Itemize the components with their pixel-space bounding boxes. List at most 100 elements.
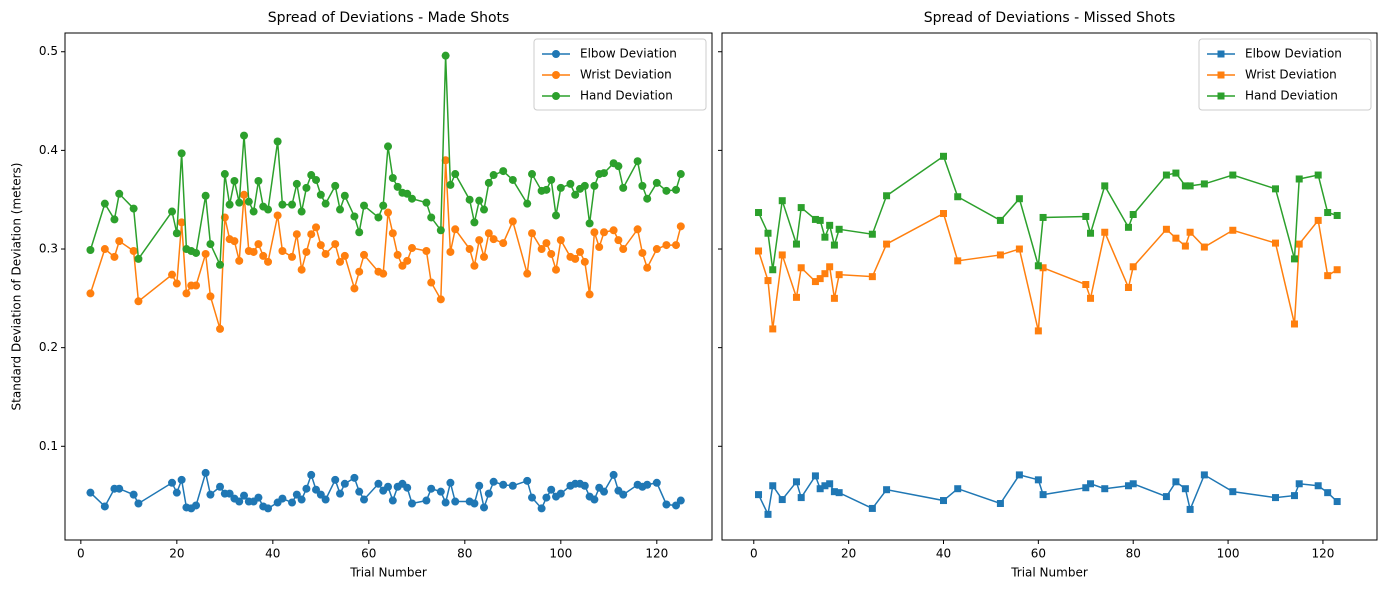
y-tick-label: 0.4	[39, 143, 58, 157]
marker	[672, 501, 681, 510]
x-tick-label: 120	[645, 547, 668, 561]
marker	[321, 199, 330, 208]
marker	[302, 183, 311, 192]
marker	[307, 470, 316, 479]
marker	[288, 252, 297, 261]
marker	[797, 264, 805, 272]
marker	[129, 204, 138, 213]
marker	[821, 270, 829, 278]
marker	[1229, 171, 1237, 179]
marker	[954, 485, 962, 493]
marker	[619, 245, 628, 254]
marker	[360, 250, 369, 259]
marker	[350, 284, 359, 293]
marker	[480, 252, 489, 261]
marker	[115, 237, 124, 246]
marker	[484, 229, 493, 238]
marker	[1129, 263, 1137, 271]
marker	[484, 489, 493, 498]
marker	[235, 198, 244, 207]
marker	[264, 504, 273, 513]
marker	[571, 254, 580, 263]
marker	[1172, 234, 1180, 242]
marker	[816, 485, 824, 493]
marker	[388, 173, 397, 182]
marker	[408, 499, 417, 508]
marker	[868, 230, 876, 238]
marker	[1290, 320, 1298, 328]
marker	[552, 265, 561, 274]
marker	[220, 170, 229, 179]
marker	[254, 240, 263, 249]
marker	[292, 230, 301, 239]
marker	[235, 256, 244, 265]
marker	[662, 241, 671, 250]
marker	[379, 269, 388, 278]
marker	[206, 292, 215, 301]
marker	[1172, 169, 1180, 177]
marker	[676, 222, 685, 231]
marker	[1272, 239, 1280, 247]
marker	[336, 489, 345, 498]
marker	[1181, 242, 1189, 250]
marker	[1272, 185, 1280, 193]
marker	[244, 197, 253, 206]
marker	[336, 257, 345, 266]
marker	[1162, 171, 1170, 179]
marker	[811, 215, 819, 223]
marker	[826, 221, 834, 229]
marker	[764, 510, 772, 518]
marker	[336, 205, 345, 214]
marker	[508, 217, 517, 226]
marker	[100, 502, 109, 511]
marker	[216, 260, 225, 269]
marker	[350, 473, 359, 482]
marker	[360, 201, 369, 210]
marker	[465, 245, 474, 254]
marker	[1124, 482, 1132, 490]
legend-marker	[1217, 92, 1225, 100]
marker	[662, 500, 671, 509]
marker	[614, 162, 623, 171]
marker	[1314, 216, 1322, 224]
marker	[1162, 225, 1170, 233]
marker	[427, 213, 436, 222]
marker	[86, 488, 95, 497]
marker	[177, 149, 186, 158]
marker	[499, 480, 508, 489]
marker	[225, 489, 234, 498]
marker	[201, 468, 210, 477]
marker	[201, 191, 210, 200]
marker	[408, 244, 417, 253]
marker	[475, 196, 484, 205]
marker	[206, 490, 215, 499]
marker	[552, 211, 561, 220]
marker	[1015, 471, 1023, 479]
marker	[307, 171, 316, 180]
axes-frame	[64, 32, 713, 541]
marker	[350, 212, 359, 221]
marker	[580, 181, 589, 190]
marker	[835, 271, 843, 279]
marker	[508, 175, 517, 184]
marker	[134, 297, 143, 306]
marker	[240, 190, 249, 199]
marker	[264, 257, 273, 266]
marker	[835, 225, 843, 233]
marker	[797, 494, 805, 502]
marker	[547, 249, 556, 258]
y-tick-label: 0.3	[39, 242, 58, 256]
marker	[192, 281, 201, 290]
chart-title: Spread of Deviations - Missed Shots	[924, 10, 1176, 26]
marker	[1324, 272, 1332, 280]
marker	[422, 496, 431, 505]
marker	[1290, 492, 1298, 500]
marker	[331, 240, 340, 249]
marker	[441, 498, 450, 507]
marker	[297, 495, 306, 504]
marker	[480, 205, 489, 214]
marker	[384, 482, 393, 491]
legend-label: Wrist Deviation	[1245, 68, 1337, 82]
marker	[954, 193, 962, 201]
marker	[312, 485, 321, 494]
